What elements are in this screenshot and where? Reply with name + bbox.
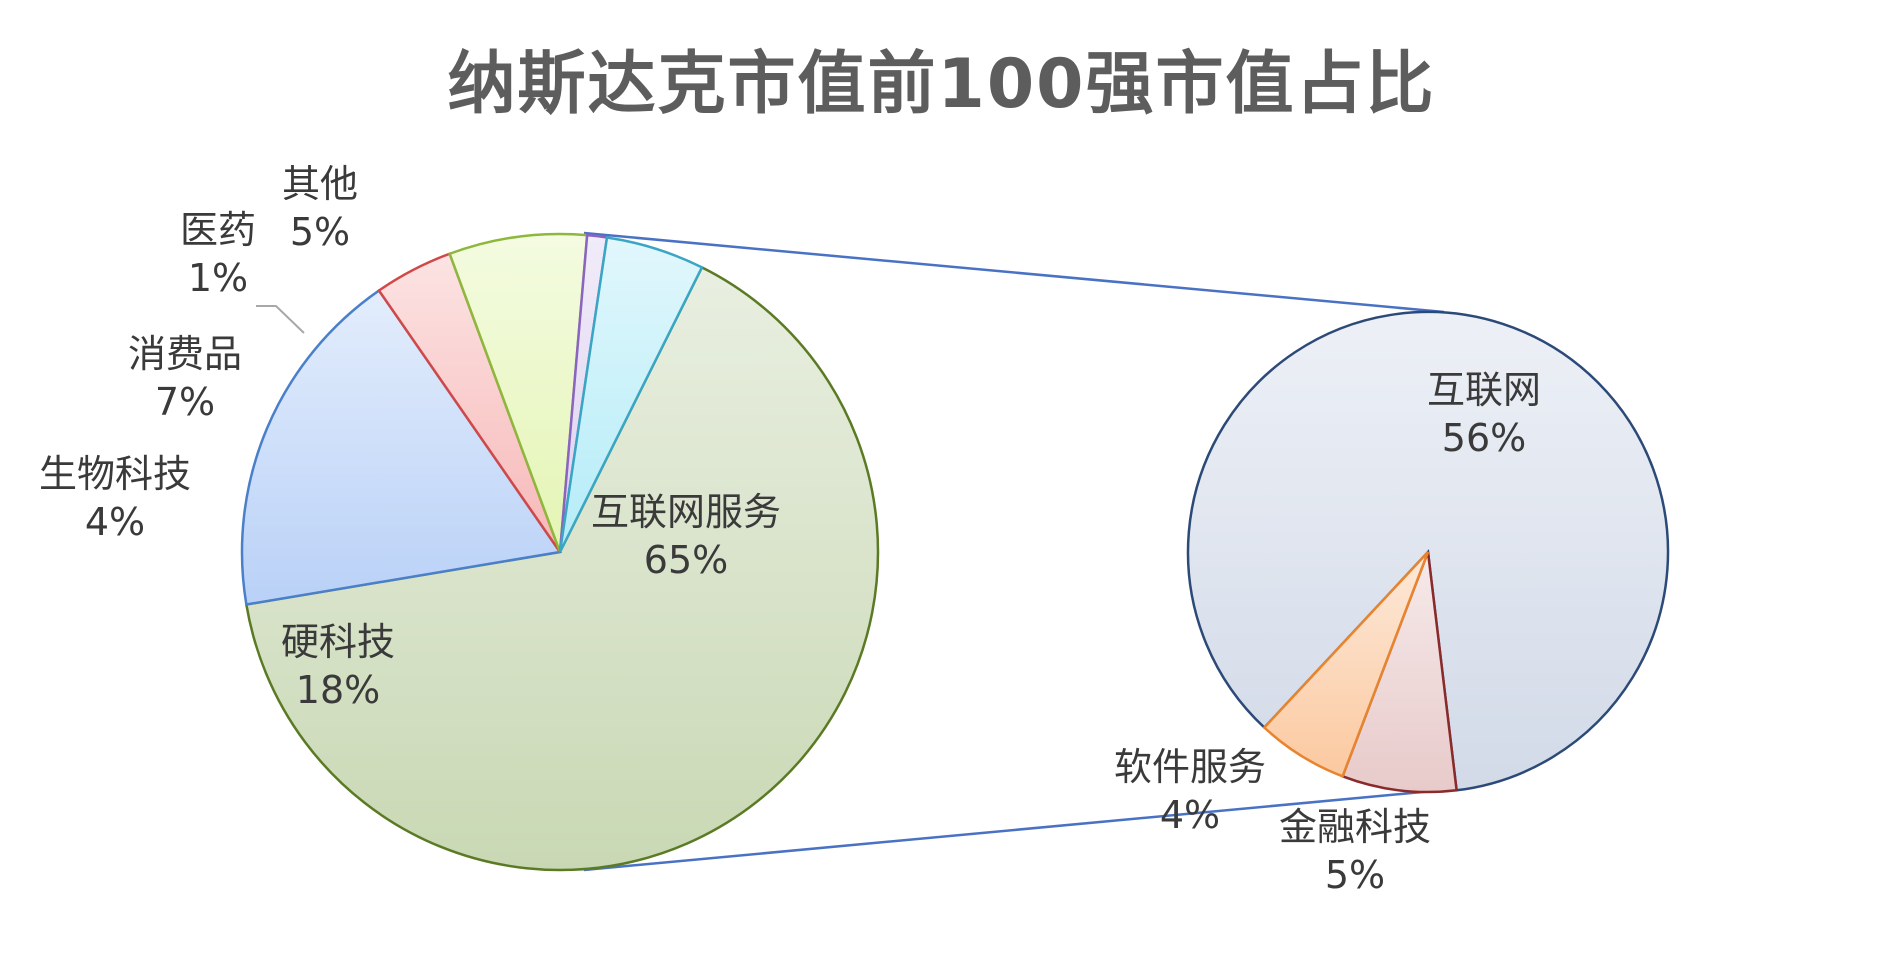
secondary-slice-0 <box>1186 310 1670 792</box>
main-slice-label-0: 互联网服务 65% <box>591 490 781 582</box>
main-slice-0 <box>244 265 880 872</box>
main-slice-label-3: 消费品 7% <box>128 332 242 424</box>
main-slice-3 <box>448 232 589 553</box>
main-slice-1 <box>240 288 563 606</box>
secondary-slice-1 <box>1340 551 1459 794</box>
chart-title: 纳斯达克市值前100强市值占比 <box>447 45 1436 124</box>
secondary-slice-2 <box>1262 551 1430 778</box>
secondary-slice-label-1: 金融科技 5% <box>1279 805 1431 897</box>
secondary-slice-label-2: 软件服务 4% <box>1114 745 1266 837</box>
main-slice-5 <box>558 236 704 553</box>
main-slice-label-2: 生物科技 4% <box>39 452 191 544</box>
secondary-slice-label-0: 互联网 56% <box>1427 368 1541 460</box>
main-slice-label-1: 硬科技 18% <box>281 620 395 712</box>
connector-line-bottom <box>583 788 1445 872</box>
main-slice-label-4: 医药 1% <box>180 208 256 300</box>
main-slice-label-5: 其他 5% <box>282 162 358 254</box>
connector-line-top <box>583 231 1445 314</box>
leader-line-pharma <box>256 305 305 334</box>
